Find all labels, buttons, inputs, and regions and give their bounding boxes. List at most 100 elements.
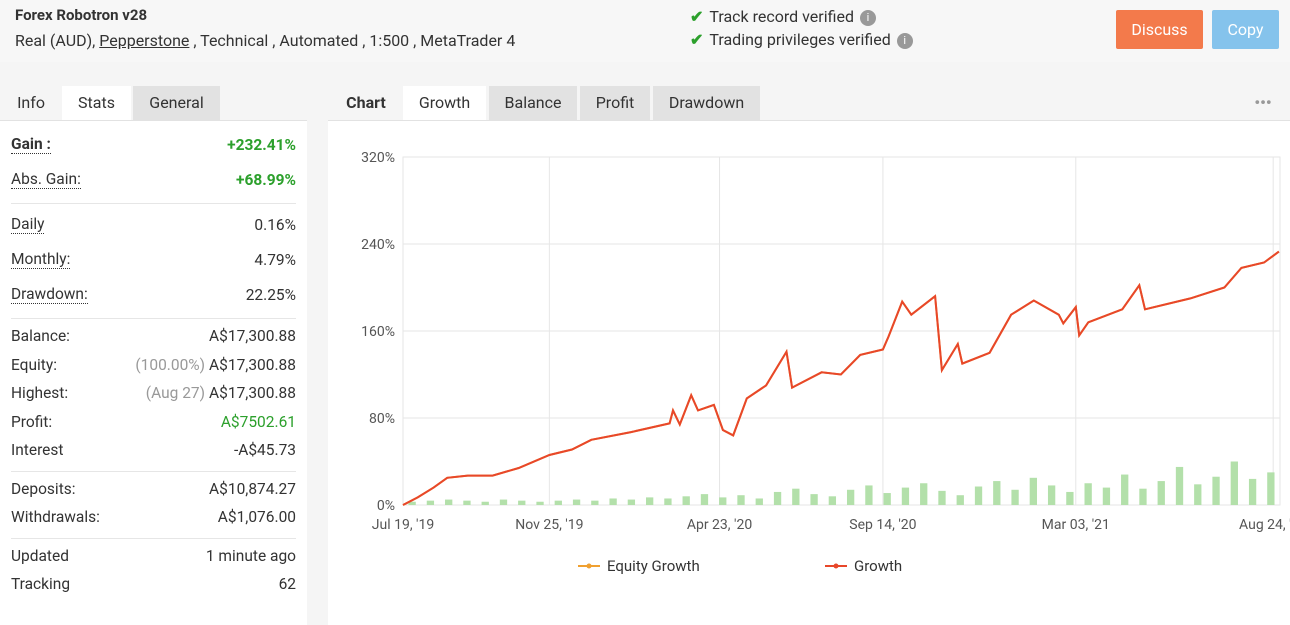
stat-value-box: (Aug 27) A$17,300.88 bbox=[146, 384, 296, 402]
volume-bar bbox=[1102, 487, 1111, 505]
stat-value: A$17,300.88 bbox=[209, 355, 296, 374]
volume-bar bbox=[1121, 474, 1129, 505]
verification: ✔ Trading privileges verified i bbox=[690, 30, 913, 49]
volume-bar bbox=[1157, 481, 1165, 505]
volume-bar bbox=[920, 483, 928, 505]
stat-note: (Aug 27) bbox=[145, 384, 206, 403]
tab-heading: Chart bbox=[346, 93, 386, 112]
stat-value: +232.41% bbox=[227, 135, 296, 154]
volume-bar bbox=[1194, 484, 1202, 505]
stats-row: Equity: (100.00%) A$17,300.88 bbox=[11, 351, 296, 380]
volume-bar bbox=[737, 495, 745, 505]
stat-value: 22.25% bbox=[245, 285, 296, 304]
y-tick-label: 320% bbox=[361, 150, 395, 166]
stats-row: Deposits: A$10,874.27 bbox=[11, 475, 296, 504]
volume-bar bbox=[755, 498, 763, 505]
volume-bar bbox=[682, 496, 690, 505]
stats-row: Updated 1 minute ago bbox=[11, 542, 296, 571]
stat-value: 0.16% bbox=[254, 215, 296, 234]
volume-bar bbox=[499, 499, 508, 505]
volume-bar bbox=[426, 500, 435, 505]
volume-bar bbox=[518, 500, 526, 505]
volume-bar bbox=[956, 495, 964, 505]
stats-row: Interest -A$45.73 bbox=[11, 436, 296, 465]
volume-bar bbox=[700, 494, 709, 505]
tab[interactable]: Growth bbox=[403, 86, 486, 120]
volume-bar bbox=[1267, 472, 1275, 505]
volume-bar bbox=[463, 500, 471, 505]
stat-note: (100.00%) bbox=[135, 355, 206, 374]
volume-bar bbox=[1047, 485, 1056, 505]
stat-label: Tracking bbox=[11, 575, 71, 594]
account-details: , Technical , Automated , 1:500 , MetaTr… bbox=[193, 31, 516, 50]
account-type: Real (AUD), bbox=[15, 31, 96, 50]
stat-value: +68.99% bbox=[236, 170, 296, 189]
copy-button[interactable]: Copy bbox=[1212, 10, 1279, 49]
discuss-button[interactable]: Discuss bbox=[1116, 10, 1203, 49]
stat-label: Profit: bbox=[11, 412, 53, 431]
volume-bar bbox=[1248, 478, 1257, 505]
y-tick-label: 0% bbox=[377, 498, 395, 514]
volume-bar bbox=[609, 498, 617, 505]
x-tick-label: Nov 25, '19 bbox=[515, 517, 583, 533]
x-tick-label: Mar 03, '21 bbox=[1042, 517, 1110, 533]
stat-value: A$7502.61 bbox=[220, 412, 296, 431]
legend-label: Equity Growth bbox=[607, 557, 700, 575]
verification-text: Trading privileges verified bbox=[709, 30, 891, 49]
stat-value-box: A$1,076.00 bbox=[218, 508, 296, 526]
volume-bar bbox=[481, 501, 489, 505]
tab[interactable]: Info bbox=[17, 93, 45, 112]
stat-value: 1 minute ago bbox=[205, 546, 296, 565]
stats-row: Balance: A$17,300.88 bbox=[11, 322, 296, 351]
volume-bar bbox=[1084, 483, 1092, 505]
volume-bar bbox=[408, 501, 416, 505]
legend-marker bbox=[586, 563, 592, 569]
stat-value: 4.79% bbox=[254, 250, 296, 269]
stat-value-box: +68.99% bbox=[236, 171, 296, 189]
tab[interactable]: Drawdown bbox=[653, 86, 760, 120]
account-info: Real (AUD), Pepperstone , Technical , Au… bbox=[15, 31, 515, 50]
stat-value-box: 4.79% bbox=[254, 251, 296, 269]
verification: ✔ Track record verified i bbox=[690, 7, 876, 26]
menu-button[interactable]: ••• bbox=[1254, 93, 1272, 112]
stat-value: A$10,874.27 bbox=[209, 479, 296, 498]
header: Forex Robotron v28 Real (AUD), Peppersto… bbox=[0, 0, 1290, 62]
stats-panel: Info Stats General Gain : +232.41% Abs. Ga… bbox=[0, 78, 307, 625]
broker-link[interactable]: Pepperstone bbox=[99, 31, 190, 50]
volume-bar bbox=[1066, 491, 1074, 505]
growth-line bbox=[402, 250, 1280, 506]
stats-group: Updated 1 minute ago Tracking 62 bbox=[11, 539, 296, 605]
stats-group: Daily 0.16% Monthly: 4.79% Drawdown: 22.25% bbox=[11, 204, 296, 319]
volume-bar bbox=[974, 486, 983, 505]
tab[interactable]: Stats bbox=[62, 86, 131, 120]
stat-value-box: A$17,300.88 bbox=[209, 327, 296, 345]
volume-bar bbox=[810, 494, 818, 505]
volume-bar bbox=[828, 496, 837, 505]
stat-label: Balance: bbox=[11, 327, 70, 346]
stats-row: Monthly: 4.79% bbox=[11, 242, 296, 277]
volume-bar bbox=[1029, 477, 1037, 505]
stats-group: Balance: A$17,300.88 Equity: (100.00%) A$17,… bbox=[11, 319, 296, 472]
stat-value-box: A$7502.61 bbox=[221, 413, 296, 431]
tab[interactable]: General bbox=[133, 86, 220, 120]
stats-row: Gain : +232.41% bbox=[11, 127, 296, 162]
volume-bar bbox=[1230, 461, 1238, 505]
tab[interactable]: Balance bbox=[489, 86, 577, 120]
stat-value-box: 22.25% bbox=[246, 286, 296, 304]
legend-marker bbox=[833, 563, 839, 569]
volume-bar bbox=[536, 501, 544, 505]
volume-bar bbox=[1011, 489, 1019, 505]
stat-label: Monthly: bbox=[11, 250, 71, 269]
volume-bar bbox=[445, 499, 453, 505]
volume-bar bbox=[1212, 476, 1220, 505]
volume-bar bbox=[719, 497, 727, 505]
volume-bar bbox=[646, 497, 654, 505]
side-tabs: Info Stats General bbox=[0, 78, 307, 121]
volume-bar bbox=[792, 488, 800, 505]
tab[interactable]: Profit bbox=[580, 86, 650, 120]
x-tick-label: Apr 23, '20 bbox=[687, 517, 752, 533]
stat-label: Gain : bbox=[11, 135, 51, 154]
chart-panel: Chart Growth Balance Profit Drawdown •••… bbox=[328, 78, 1290, 625]
stats-row: Drawdown: 22.25% bbox=[11, 277, 296, 312]
